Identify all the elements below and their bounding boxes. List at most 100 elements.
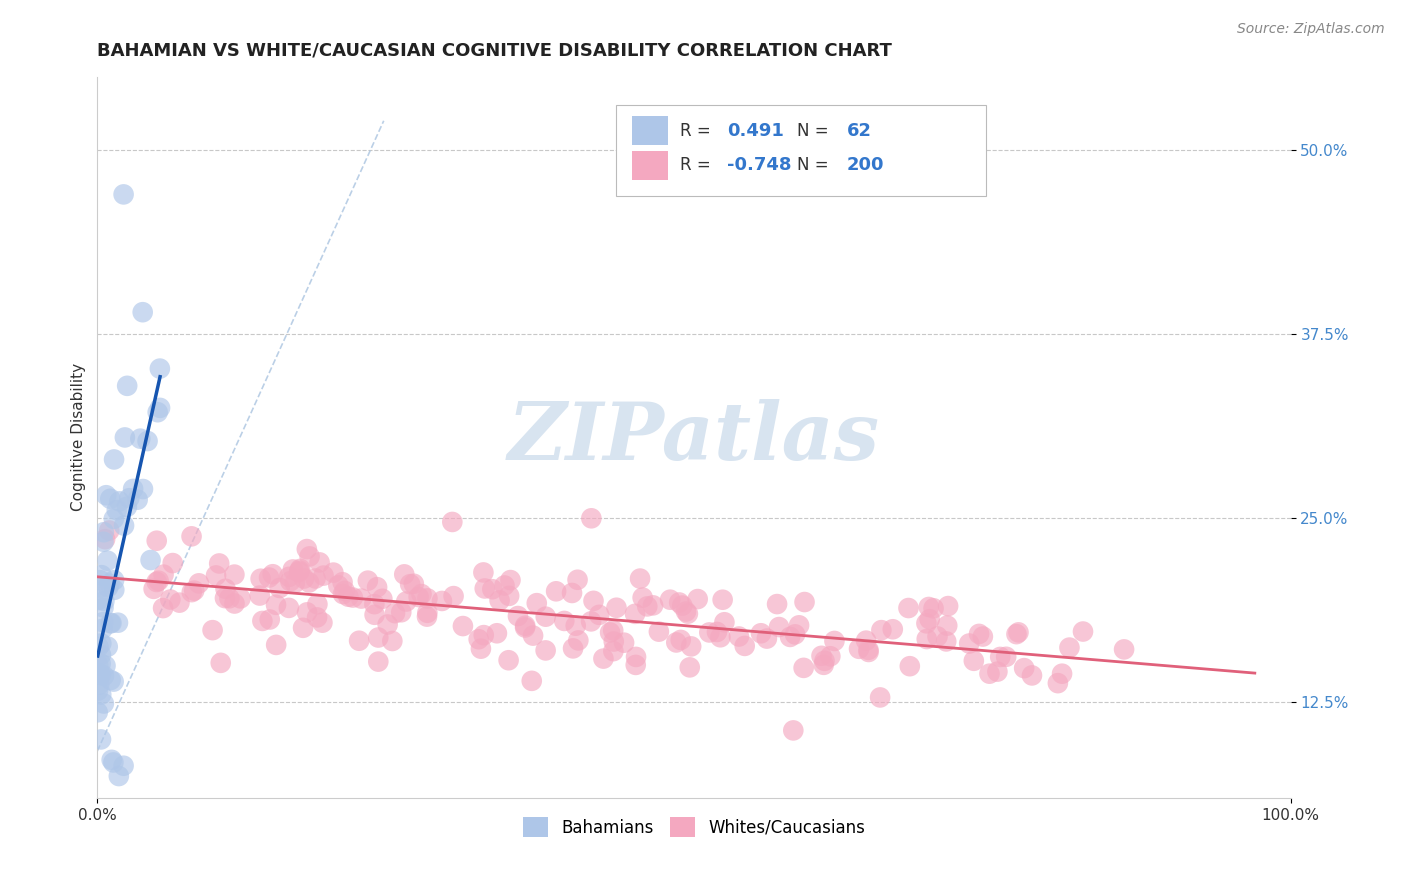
Point — [87, 683, 110, 698]
Point — [395, 594, 418, 608]
Text: 200: 200 — [846, 156, 884, 174]
Point — [631, 591, 654, 605]
Point — [224, 567, 246, 582]
Point — [897, 601, 920, 615]
Point — [350, 591, 373, 606]
Point — [416, 609, 439, 624]
Point — [485, 626, 508, 640]
Point — [89, 573, 111, 587]
Point — [264, 598, 287, 612]
Point — [979, 666, 1001, 681]
Point — [90, 732, 112, 747]
Point — [295, 606, 318, 620]
Point — [149, 401, 172, 415]
Point — [229, 591, 252, 606]
Point — [402, 576, 425, 591]
Point — [139, 553, 162, 567]
Point — [307, 597, 329, 611]
Point — [430, 594, 453, 608]
Point — [602, 644, 624, 658]
Point — [89, 678, 111, 692]
Point — [332, 575, 354, 590]
Point — [142, 582, 165, 596]
Point — [624, 657, 647, 672]
Point — [581, 511, 603, 525]
Point — [564, 618, 586, 632]
Point — [290, 562, 312, 576]
Point — [389, 605, 412, 619]
Point — [304, 572, 326, 586]
Point — [918, 599, 941, 614]
Point — [787, 618, 810, 632]
Point — [783, 627, 806, 641]
Point — [132, 482, 155, 496]
Point — [278, 570, 301, 584]
Point — [152, 601, 174, 615]
Point — [782, 723, 804, 738]
Point — [915, 632, 938, 646]
Point — [90, 636, 112, 650]
Point — [90, 657, 112, 671]
Point — [322, 566, 344, 580]
Point — [332, 587, 354, 601]
Point — [686, 592, 709, 607]
Point — [122, 482, 145, 496]
Point — [515, 618, 537, 632]
Point — [281, 562, 304, 576]
Point — [972, 630, 994, 644]
Point — [579, 615, 602, 629]
Point — [249, 589, 271, 603]
Point — [96, 554, 118, 568]
Point — [988, 649, 1011, 664]
Point — [149, 361, 172, 376]
Point — [675, 605, 697, 619]
Point — [93, 697, 115, 711]
Point — [499, 573, 522, 587]
Text: N =: N = — [797, 121, 834, 140]
Point — [636, 599, 658, 614]
Point — [534, 643, 557, 657]
Point — [659, 592, 682, 607]
Point — [592, 651, 614, 665]
Point — [498, 653, 520, 667]
Point — [858, 643, 880, 657]
Point — [337, 590, 360, 604]
Point — [963, 654, 986, 668]
Point — [87, 666, 110, 681]
Point — [441, 515, 464, 529]
Point — [208, 557, 231, 571]
Point — [262, 567, 284, 582]
Point — [603, 634, 626, 648]
Text: 62: 62 — [846, 121, 872, 140]
Point — [768, 620, 790, 634]
Point — [810, 648, 832, 663]
Point — [169, 596, 191, 610]
Text: 0.491: 0.491 — [727, 121, 785, 140]
Point — [628, 572, 651, 586]
Point — [118, 491, 141, 506]
Text: R =: R = — [679, 121, 716, 140]
Point — [588, 607, 610, 622]
Point — [159, 592, 181, 607]
Point — [112, 518, 135, 533]
Point — [90, 688, 112, 702]
Point — [89, 581, 111, 595]
Point — [898, 659, 921, 673]
Point — [103, 512, 125, 526]
Point — [416, 606, 439, 620]
Point — [103, 573, 125, 587]
Point — [377, 617, 399, 632]
Point — [553, 614, 575, 628]
Point — [131, 305, 153, 319]
Point — [520, 673, 543, 688]
Point — [399, 577, 422, 591]
Point — [97, 640, 120, 654]
Point — [546, 584, 568, 599]
Point — [145, 574, 167, 589]
Point — [936, 599, 959, 613]
Point — [145, 533, 167, 548]
FancyBboxPatch shape — [616, 105, 987, 195]
Point — [100, 753, 122, 767]
Point — [488, 593, 510, 607]
Point — [526, 596, 548, 610]
